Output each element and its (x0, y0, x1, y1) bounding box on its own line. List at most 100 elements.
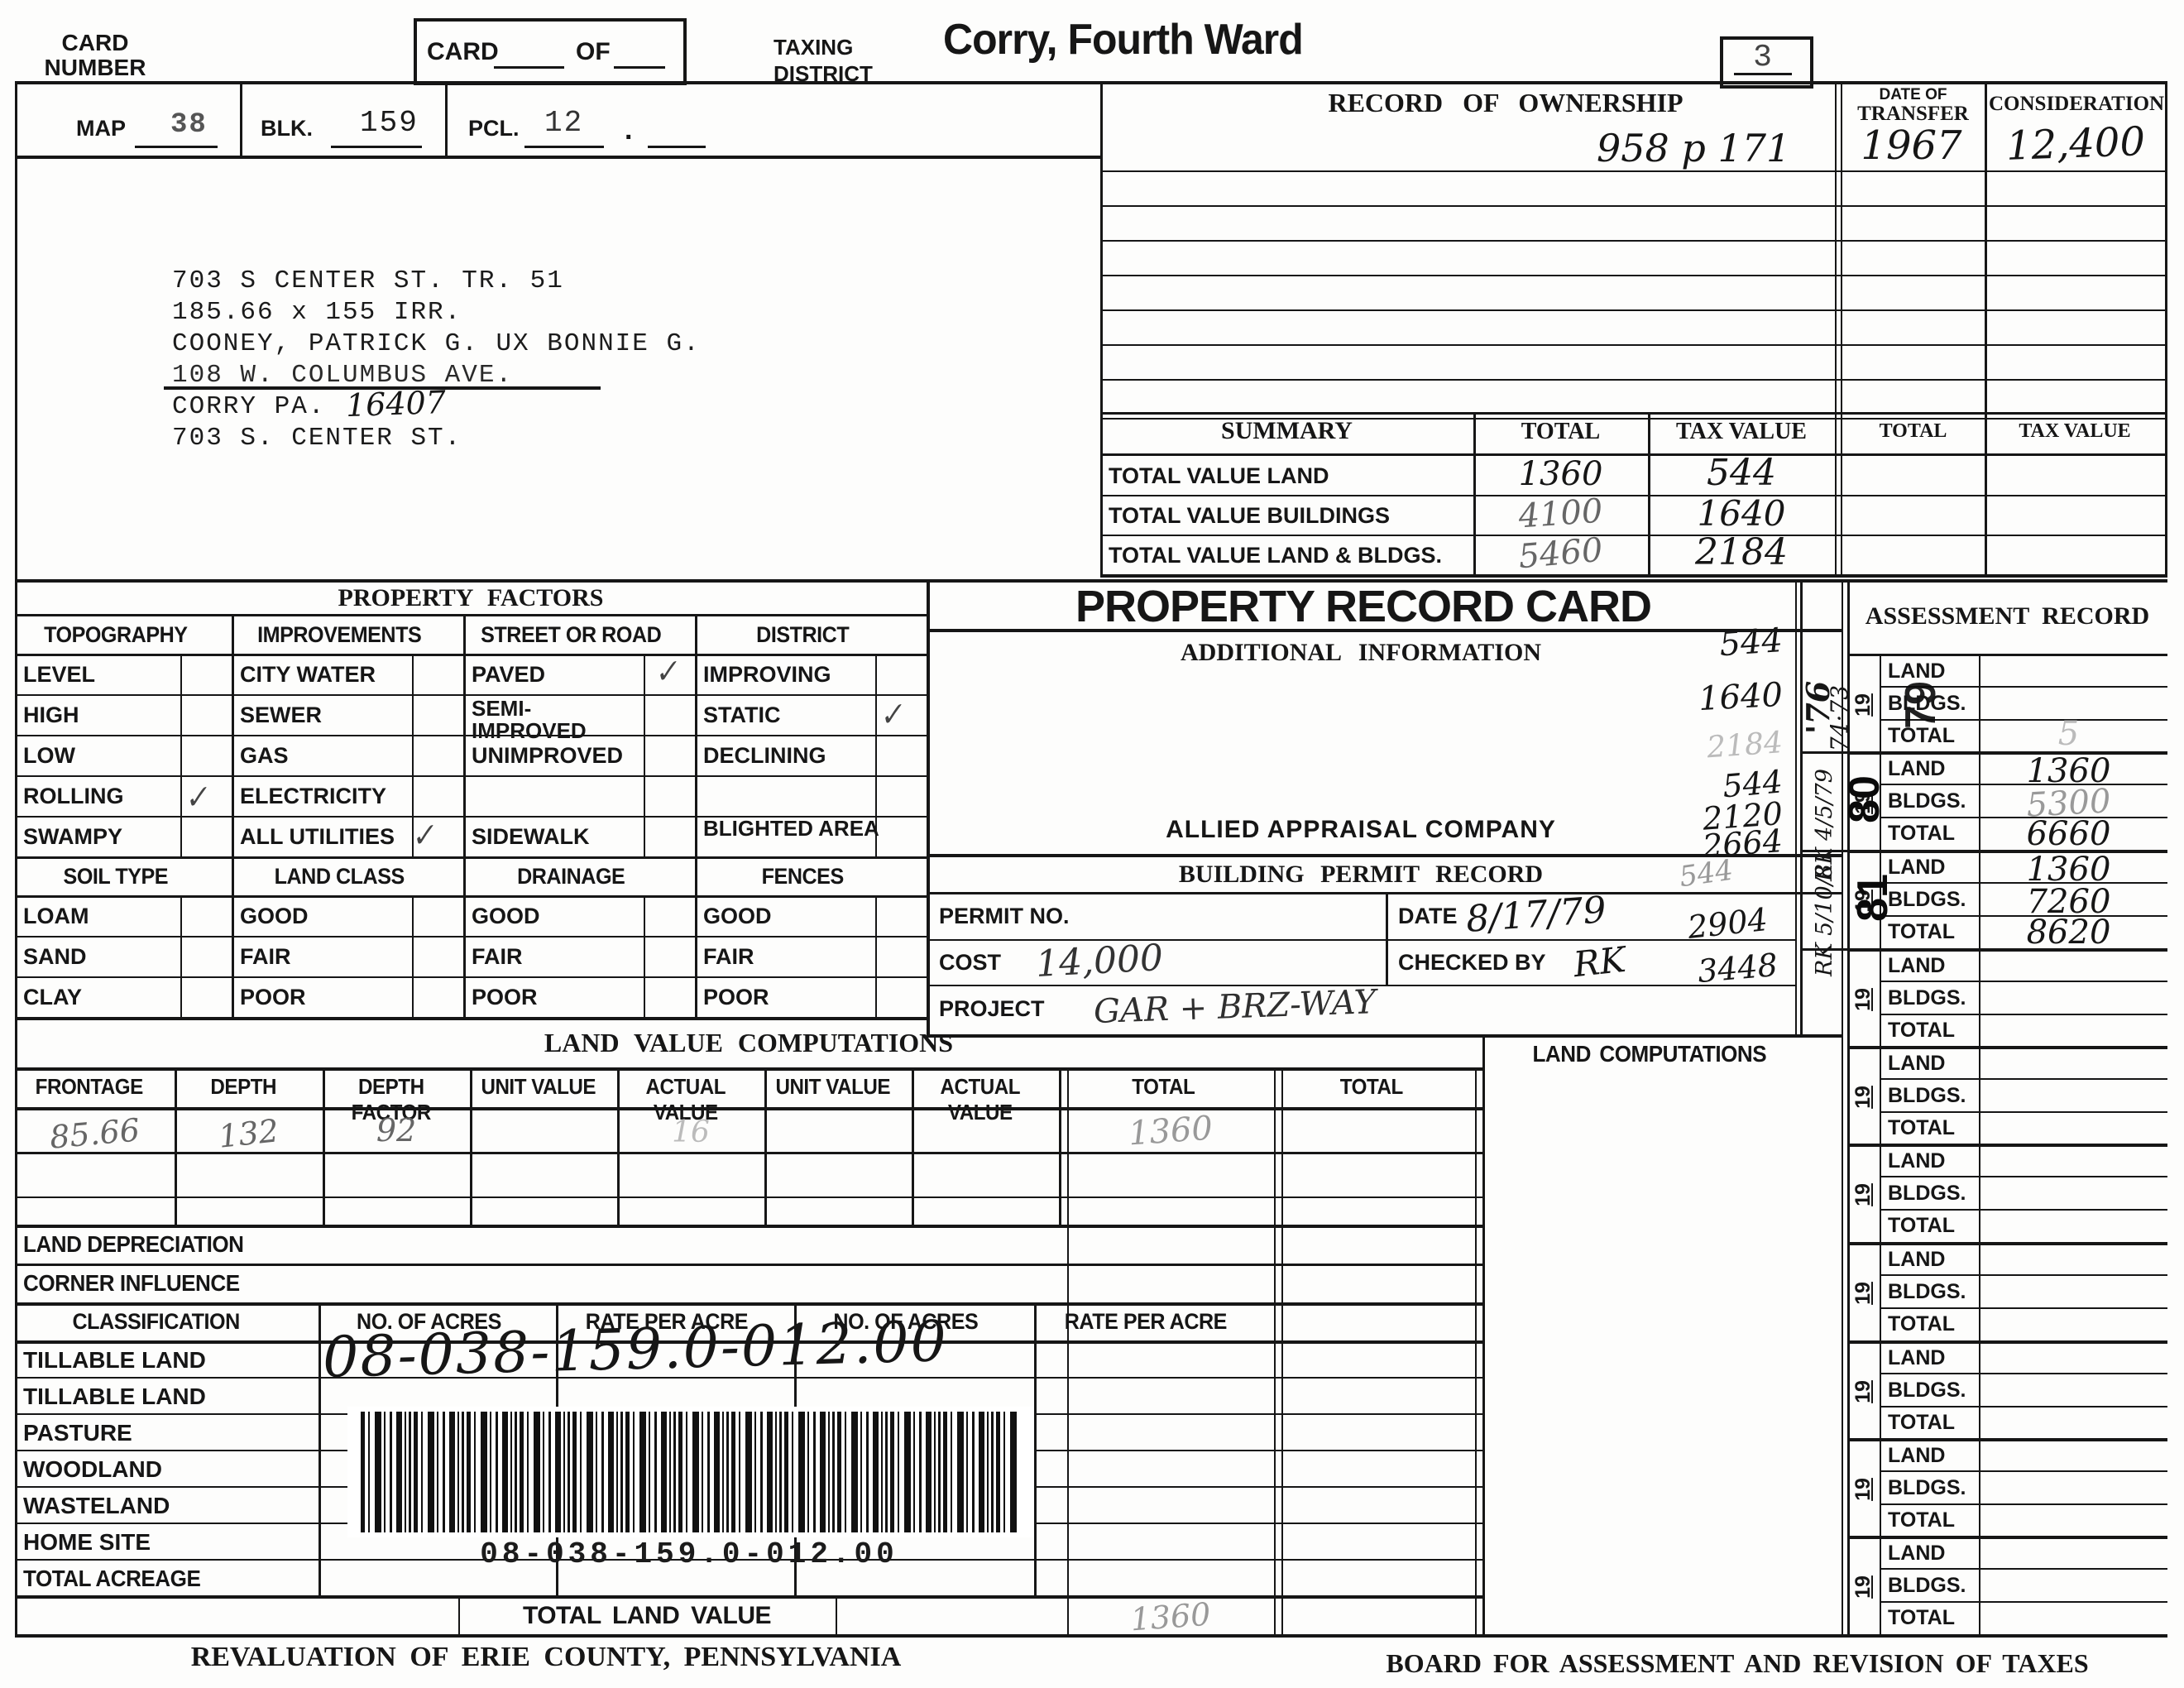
card-number-label: CARD (61, 30, 129, 55)
soil-clay: CLAY (23, 985, 83, 1009)
land-label: LAND (1888, 1444, 1946, 1467)
assessment-year: 19 (1851, 1056, 1875, 1139)
col-rate-per-acre: RATE PER ACRE (585, 1309, 749, 1334)
bldgs-label: BLDGS. (1888, 1182, 1966, 1205)
factor-electricity: ELECTRICITY (240, 784, 387, 808)
card-number-label2: NUMBER (44, 55, 146, 80)
land-value-computations-title: LAND VALUE COMPUTATIONS (544, 1028, 954, 1057)
appraisal-company-name: ALLIED APPRAISAL COMPANY (1166, 816, 1556, 843)
year-prefix: 19 (1851, 1575, 1875, 1599)
permit-no-label: PERMIT NO. (939, 904, 1070, 928)
class-total-acreage: TOTAL ACREAGE (23, 1566, 201, 1591)
total-label: TOTAL (1888, 1312, 1956, 1336)
factor-unimproved: UNIMPROVED (472, 743, 624, 768)
assessment-year: 19 (1851, 664, 1875, 746)
land-label: LAND (1888, 757, 1946, 780)
card-of-card-label: CARD (427, 38, 499, 65)
old-address-struck-line: 108 W. COLUMBUS AVE. (172, 361, 514, 390)
assessment-land-value: 1360 (2026, 752, 2111, 790)
land-label: LAND (1888, 1052, 1946, 1075)
factor-blighted-area: BLIGHTED AREA (703, 816, 879, 841)
factor-sidewalk: SIDEWALK (472, 824, 590, 849)
soil-sand: SAND (23, 944, 87, 969)
col-district: DISTRICT (756, 622, 850, 647)
assessment-year: 19 (1851, 1546, 1875, 1628)
assessment-year: 19 (1851, 1153, 1875, 1236)
card-count-value: 3 (1753, 40, 1774, 75)
col-actual-value: ACTUAL VALUE (645, 1074, 726, 1125)
bldgs-label: BLDGS. (1888, 1084, 1966, 1107)
pcl-label: PCL. (468, 116, 520, 141)
margin-note: RK 5/10/81 (1812, 849, 1837, 976)
year-prefix: 19 (1851, 1282, 1875, 1305)
col-soil-type: SOIL TYPE (63, 864, 169, 889)
drainage-fair: FAIR (472, 944, 523, 969)
bldgs-label: BLDGS. (1888, 1379, 1966, 1402)
year-prefix: 19 (1851, 988, 1875, 1011)
year-prefix: 19 (1851, 1183, 1875, 1206)
factor-swampy: SWAMPY (23, 824, 123, 849)
drainage-poor: POOR (472, 985, 538, 1009)
permit-project-label: PROJECT (939, 996, 1045, 1021)
assessment-year-stamp: 80 (1841, 775, 1889, 823)
permit-checked-by-label: CHECKED BY (1398, 950, 1546, 975)
factor-all-utilities: ALL UTILITIES (240, 824, 395, 849)
land-label: LAND (1888, 659, 1946, 683)
summary-total2-header: TOTAL (1879, 420, 1947, 442)
card-of-box (414, 18, 687, 85)
map-value: 38 (170, 109, 208, 141)
pcl-value: 12 (544, 106, 584, 140)
factor-level: LEVEL (23, 662, 96, 687)
fences-good: GOOD (703, 904, 772, 928)
total-label: TOTAL (1888, 822, 1956, 845)
class-home-site: HOME SITE (23, 1529, 151, 1555)
city-state-line: CORRY PA. (172, 392, 326, 421)
class-woodland: WOODLAND (23, 1456, 162, 1482)
assessment-bldgs-value: 7260 (2026, 883, 2111, 921)
total-label: TOTAL (1888, 920, 1956, 943)
col-topography: TOPOGRAPHY (44, 622, 188, 647)
additional-information-label: ADDITIONAL INFORMATION (1181, 639, 1541, 666)
col-no-of-acres: NO. OF ACRES (357, 1309, 501, 1334)
margin-note: '76 (1799, 680, 1837, 735)
assessment-land-value: 1360 (2026, 851, 2111, 889)
date-of-transfer-label2: TRANSFER (1857, 103, 1969, 125)
factor-city-water: CITY WATER (240, 662, 376, 687)
col-depth-factor: DEPTH FACTOR (351, 1074, 432, 1125)
zip-handwritten: 16407 (345, 383, 447, 424)
date-of-transfer-label: DATE OF (1879, 86, 1947, 103)
bldgs-label: BLDGS. (1888, 1574, 1966, 1597)
assessment-year: 19 (1851, 1252, 1875, 1335)
col-total-2: TOTAL (1339, 1074, 1403, 1099)
building-permit-title: BUILDING PERMIT RECORD (1178, 861, 1544, 888)
land-label: LAND (1888, 954, 1946, 977)
summary-row-taxvalue: 2184 (1695, 531, 1788, 573)
permit-cost-value: 14,000 (1034, 937, 1165, 985)
class-poor: POOR (240, 985, 306, 1009)
class-wasteland: WASTELAND (23, 1493, 170, 1518)
land-label: LAND (1888, 1149, 1946, 1172)
factor-static: STATIC (703, 703, 781, 727)
summary-title: SUMMARY (1221, 417, 1353, 444)
factor-semi-improved: SEMI-IMPROVED (472, 696, 587, 743)
corner-influence-label: CORNER INFLUENCE (23, 1270, 240, 1296)
col-fences: FENCES (761, 864, 845, 889)
record-card-title: PROPERTY RECORD CARD (1075, 582, 1652, 631)
land-label: LAND (1888, 1248, 1946, 1271)
soil-loam: LOAM (23, 904, 89, 928)
consideration-label: CONSIDERATION (1989, 93, 2165, 115)
taxing-district-label: TAXING (774, 35, 854, 60)
factor-gas: GAS (240, 743, 289, 768)
ownership-title: RECORD OF OWNERSHIP (1328, 88, 1684, 117)
col-actual-value-2: ACTUAL VALUE (940, 1074, 1021, 1125)
ownership-book-page: 958 p 171 (1597, 126, 1791, 170)
assessment-record-title: ASSESSMENT RECORD (1865, 602, 2150, 630)
col-depth: DEPTH (210, 1074, 277, 1099)
bldgs-label: BLDGS. (1888, 888, 1966, 911)
bldgs-label: BLDGS. (1888, 789, 1966, 813)
col-street-or-road: STREET OR ROAD (481, 622, 662, 647)
assessment-year: 19 (1851, 958, 1875, 1041)
assessment-total-value: 6660 (2026, 815, 2111, 853)
class-fair: FAIR (240, 944, 291, 969)
